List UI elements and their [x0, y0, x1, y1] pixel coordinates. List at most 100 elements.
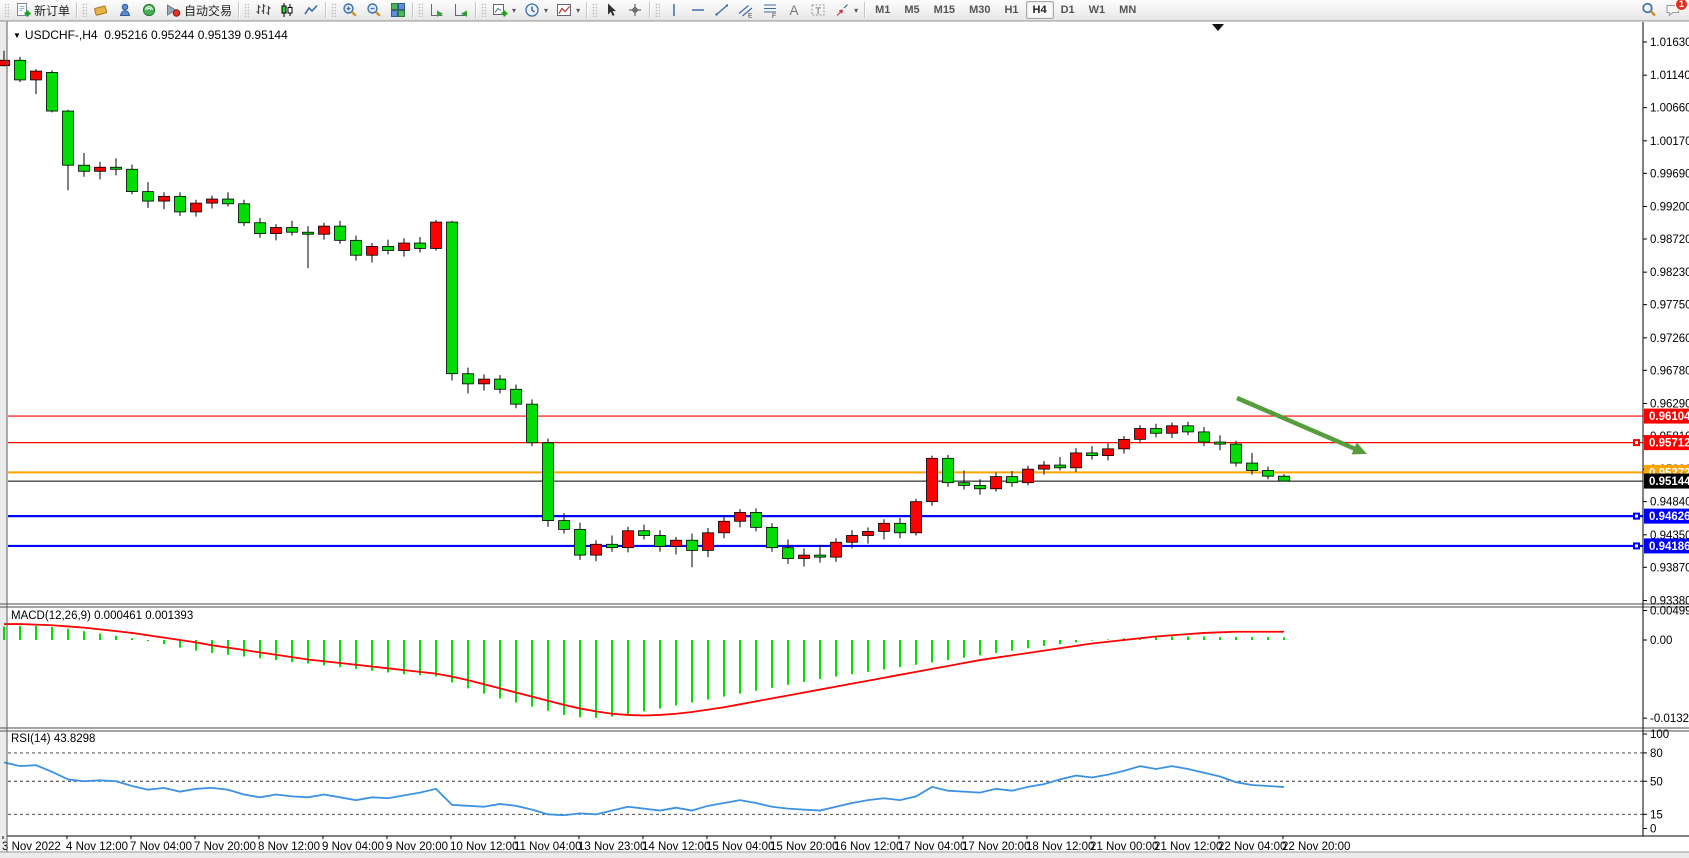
- candle: [494, 375, 506, 394]
- timeframe-h1[interactable]: H1: [1004, 4, 1019, 16]
- chevron-down-icon[interactable]: ▾: [512, 5, 517, 15]
- notification-badge: 1: [1675, 0, 1688, 11]
- candle: [958, 470, 970, 490]
- search-button[interactable]: [1637, 0, 1661, 20]
- market-watch-button[interactable]: [89, 0, 113, 20]
- candle: [1278, 474, 1290, 482]
- candle: [622, 526, 634, 553]
- candle: [286, 220, 298, 236]
- timeframe-mn[interactable]: MN: [1119, 4, 1137, 16]
- tile-windows-button[interactable]: [386, 0, 410, 20]
- group-grip[interactable]: [481, 3, 487, 17]
- text-button[interactable]: A: [782, 0, 806, 20]
- signal-icon: [141, 2, 157, 18]
- candle: [574, 522, 586, 560]
- timeframe-w1[interactable]: W1: [1088, 4, 1106, 16]
- bar-chart-button[interactable]: [251, 0, 275, 20]
- price-axis[interactable]: 1.01630 1.01140 1.00660 1.00170 0.99690 0.992…: [1642, 22, 1689, 836]
- group-grip[interactable]: [4, 3, 9, 17]
- line-chart-button[interactable]: [299, 0, 323, 20]
- equidistant-channel-button[interactable]: E: [734, 0, 758, 20]
- text-label-button[interactable]: T: [806, 0, 830, 20]
- svg-text:0.95712: 0.95712: [1649, 438, 1689, 450]
- group-grip[interactable]: [82, 3, 88, 17]
- horizontal-line-icon: [690, 2, 706, 18]
- horizontal-levels: [8, 415, 1643, 548]
- collapse-ohlc-icon[interactable]: ▼: [13, 31, 21, 40]
- timeframe-m15[interactable]: M15: [933, 4, 956, 16]
- arrows-button[interactable]: ▾: [830, 0, 862, 20]
- candle: [206, 195, 218, 209]
- group-grip[interactable]: [244, 3, 250, 17]
- candle: [174, 192, 186, 216]
- timeframe-h4[interactable]: H4: [1025, 1, 1054, 19]
- toolbar-separator: [412, 2, 415, 18]
- price-tick-label: 1.00170: [1650, 136, 1689, 148]
- candle-chart-icon: [279, 2, 295, 18]
- auto-scroll-icon: [429, 2, 445, 18]
- chart-shift-button[interactable]: [449, 0, 473, 20]
- timeframe-m30[interactable]: M30: [969, 4, 991, 16]
- group-grip[interactable]: [592, 3, 598, 17]
- templates-button[interactable]: ▾: [552, 0, 584, 20]
- candle: [78, 153, 90, 177]
- new-order-button[interactable]: 新订单: [11, 0, 74, 20]
- candle: [558, 513, 570, 534]
- zoom-in-button[interactable]: [338, 0, 362, 20]
- candle: [366, 243, 378, 263]
- market-watch-icon: [93, 2, 109, 18]
- vertical-line-button[interactable]: [662, 0, 686, 20]
- level-price-box-0.94186: 0.94186: [1633, 538, 1689, 554]
- price-tick-label: 0.98720: [1650, 234, 1689, 246]
- trend-arrow[interactable]: [1236, 395, 1367, 455]
- new-chart-button[interactable]: ▾: [488, 0, 520, 20]
- chart-ohlc-values: 0.95216 0.95244 0.95139 0.95144: [104, 28, 288, 42]
- crosshair-button[interactable]: [623, 0, 647, 20]
- group-grip[interactable]: [418, 3, 424, 17]
- rsi-value: 43.8298: [53, 733, 96, 745]
- chevron-down-icon[interactable]: ▾: [544, 5, 549, 15]
- price-tick-label: 0.99690: [1650, 168, 1689, 180]
- candle: [766, 523, 778, 552]
- time-axis[interactable]: 3 Nov 2022 4 Nov 12:00 7 Nov 04:00 7 Nov 20…: [2, 835, 1689, 853]
- macd-tick-label: -0.013248: [1650, 713, 1689, 725]
- templates-icon: [556, 2, 572, 18]
- chart-shift-marker[interactable]: [1212, 24, 1224, 31]
- signal-button[interactable]: [137, 0, 161, 20]
- price-tick-label: 0.97260: [1650, 333, 1689, 345]
- cursor-button[interactable]: [599, 0, 623, 20]
- candle: [1262, 466, 1274, 480]
- group-grip[interactable]: [331, 3, 337, 17]
- timeframe-m5[interactable]: M5: [904, 4, 920, 16]
- svg-text:F: F: [772, 13, 776, 18]
- timeframe-d1[interactable]: D1: [1060, 4, 1075, 16]
- vertical-line-icon: [666, 2, 682, 18]
- candle: [398, 238, 410, 257]
- toolbar-group-new-objects: ▾ ▾ ▾: [479, 0, 584, 20]
- candle: [1118, 435, 1130, 454]
- separator-macd-rsi[interactable]: [0, 727, 1689, 732]
- group-grip[interactable]: [655, 3, 661, 17]
- trendline-button[interactable]: [710, 0, 734, 20]
- chevron-down-icon[interactable]: ▾: [576, 5, 581, 15]
- candle: [158, 192, 170, 210]
- timeframe-m1[interactable]: M1: [875, 4, 891, 16]
- candle-chart-button[interactable]: [275, 0, 299, 20]
- zoom-out-button[interactable]: [362, 0, 386, 20]
- zoom-in-icon: [342, 2, 358, 18]
- chevron-down-icon[interactable]: ▾: [854, 5, 859, 15]
- arrows-icon: [834, 2, 850, 18]
- new-order-label: 新订单: [34, 3, 71, 18]
- time-tick-label: 7 Nov 04:00: [130, 841, 192, 853]
- autotrading-button[interactable]: 自动交易: [161, 0, 236, 20]
- fibonacci-button[interactable]: F: [758, 0, 782, 20]
- time-tick-label: 21 Nov 12:00: [1154, 841, 1222, 853]
- time-tick-label: 4 Nov 12:00: [66, 841, 128, 853]
- horizontal-line-button[interactable]: [686, 0, 710, 20]
- navigator-button[interactable]: [113, 0, 137, 20]
- separator-main-macd[interactable]: [0, 603, 1689, 608]
- periods-button[interactable]: ▾: [520, 0, 552, 20]
- auto-scroll-button[interactable]: [425, 0, 449, 20]
- candle: [446, 220, 458, 381]
- chat-button[interactable]: 1: [1661, 0, 1688, 20]
